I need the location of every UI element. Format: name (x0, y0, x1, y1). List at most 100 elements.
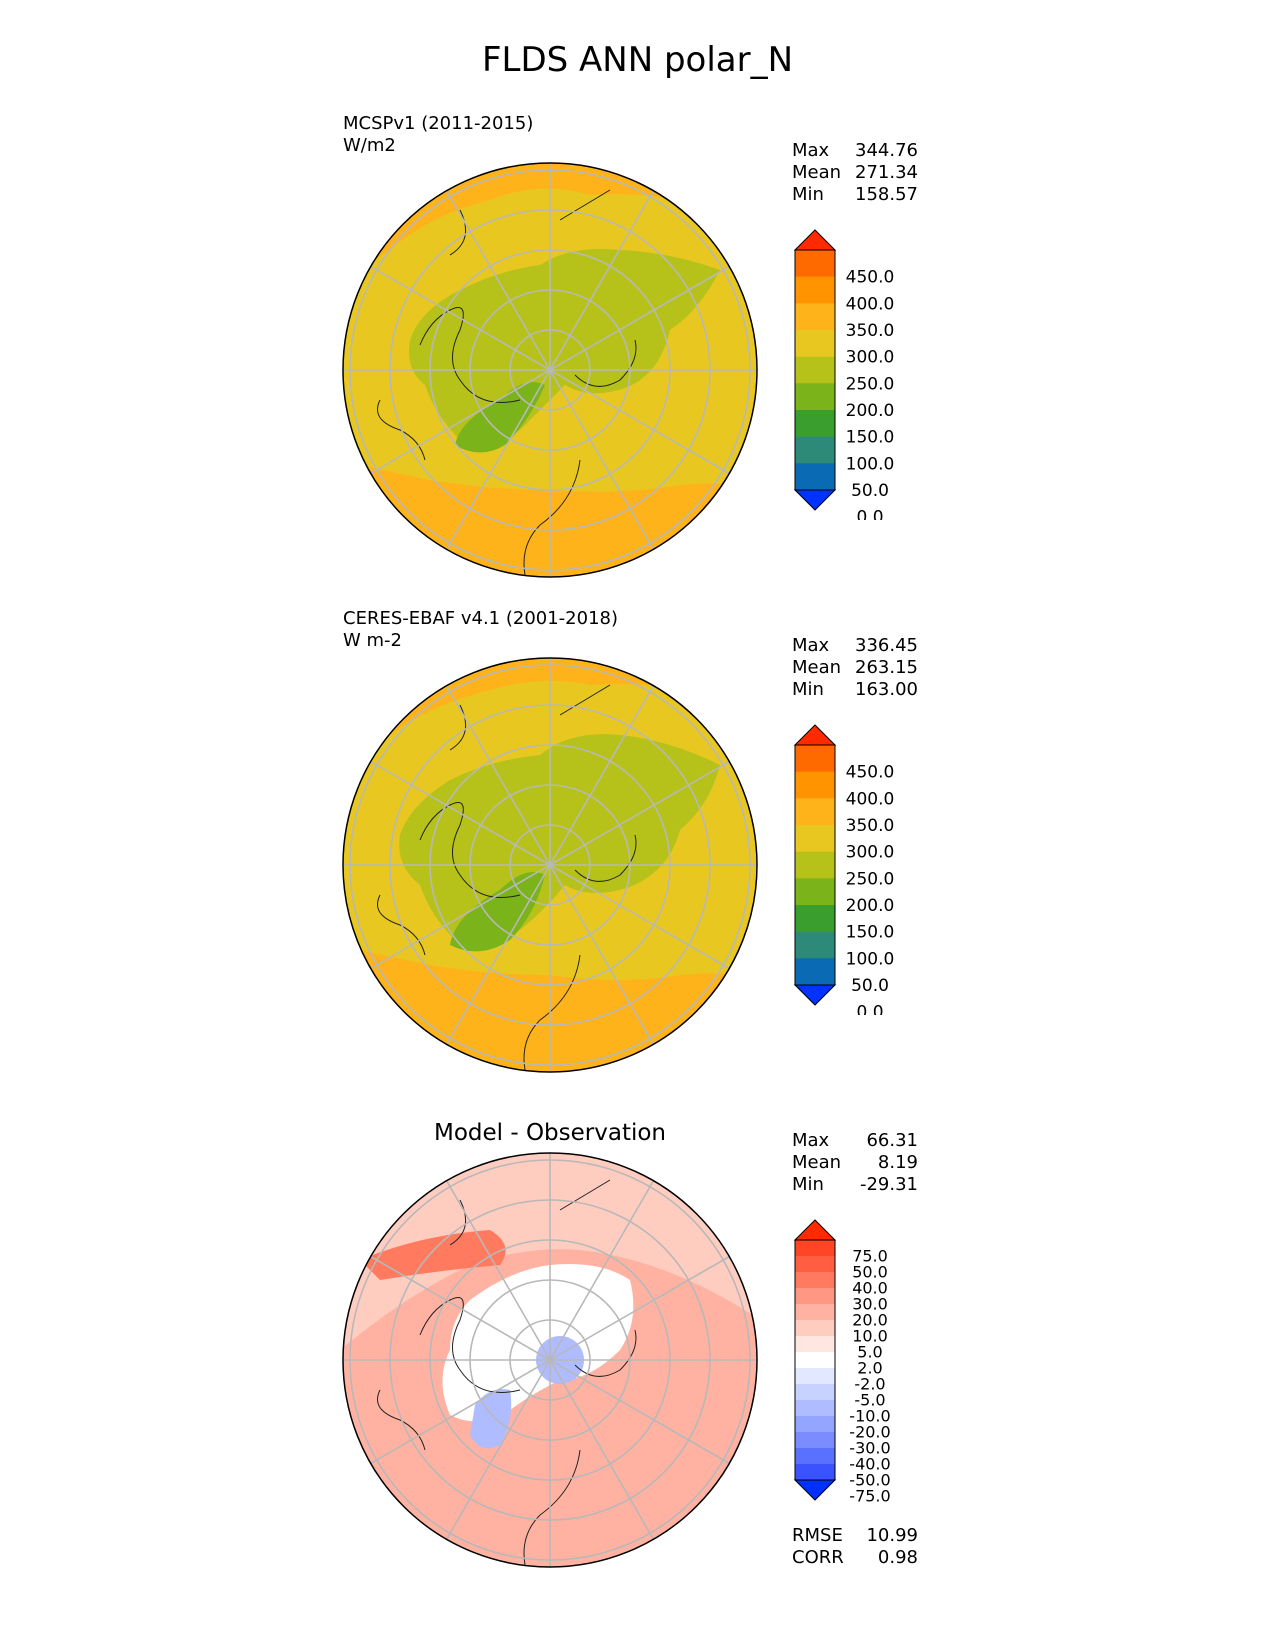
colorbar-tick-label: 10.0 (852, 1327, 888, 1346)
colorbar-segment (795, 383, 835, 411)
colorbar-segment (795, 851, 835, 879)
colorbar-tick-label: 50.0 (852, 1263, 888, 1282)
colorbar-tick-label: -30.0 (849, 1439, 890, 1458)
panel-reference-units: W m-2 (343, 630, 403, 651)
colorbar-segment (795, 1256, 835, 1273)
colorbar-segment (795, 1288, 835, 1305)
polar-map-test (342, 162, 758, 578)
stat-label: Max (792, 1130, 830, 1151)
stat-value: 158.57 (855, 184, 918, 205)
metric-value: 0.98 (877, 1547, 918, 1568)
colorbar-tick-label: 200.0 (846, 401, 895, 421)
colorbar-tick-label: 350.0 (846, 321, 895, 341)
graticule (343, 1153, 757, 1567)
panel-difference-metrics: RMSE 10.99 CORR 0.98 (792, 1525, 918, 1569)
figure-title: FLDS ANN polar_N (481, 40, 794, 80)
graticule (343, 658, 757, 1072)
stat-value: 263.15 (855, 657, 918, 678)
stat-label: Mean (792, 1152, 842, 1173)
colorbar-test: 450.0 400.0 350.0 300.0 250.0 200.0 150.0 100.0… (793, 229, 895, 520)
panel-test-name: MCSPv1 (2011-2015) (343, 113, 534, 134)
colorbar-segment (795, 905, 835, 933)
colorbar-tick-label: 300.0 (846, 348, 895, 368)
colorbar-segment (795, 1432, 835, 1449)
colorbar-extend-min (793, 1479, 837, 1501)
map-coastline (377, 189, 637, 576)
stat-value: 344.76 (855, 140, 918, 161)
colorbar-tick-label: -10.0 (849, 1407, 890, 1426)
colorbar-segment (795, 1400, 835, 1417)
colorbar-tick-label: 20.0 (852, 1311, 888, 1330)
colorbar-segment (795, 1416, 835, 1433)
colorbar-tick-label: 100.0 (846, 949, 895, 969)
colorbar-segment (795, 798, 835, 826)
colorbar-segment (795, 958, 835, 986)
colorbar-tick-label: 400.0 (846, 294, 895, 314)
map-diff-near-zero (442, 1264, 634, 1422)
stat-value: 8.19 (877, 1152, 918, 1173)
map-diff-strong-band (360, 1230, 506, 1280)
stat-label: Max (792, 635, 830, 656)
colorbar-tick-label: 250.0 (846, 374, 895, 394)
metric-label: RMSE (792, 1525, 843, 1546)
colorbar-tick-label: 150.0 (846, 428, 895, 448)
stat-value: 271.34 (855, 162, 918, 183)
colorbar-tick-label: 50.0 (851, 481, 889, 501)
stat-label: Max (792, 140, 830, 161)
colorbar-tick-label: 300.0 (846, 843, 895, 863)
colorbar-segment (795, 463, 835, 491)
colorbar-segment (795, 1352, 835, 1369)
colorbar-segment (795, 771, 835, 799)
metric-label: CORR (792, 1547, 844, 1568)
colorbar-tick-label: 75.0 (852, 1247, 888, 1266)
colorbar-segment (795, 1272, 835, 1289)
colorbar-extend-max (793, 1219, 837, 1241)
panel-test-title: MCSPv1 (2011-2015) W/m2 (343, 113, 533, 157)
colorbar-tick-label: 350.0 (846, 816, 895, 836)
colorbar-segment (795, 1240, 835, 1257)
colorbar-segment (795, 250, 835, 278)
colorbar-segment (795, 276, 835, 304)
colorbar-extend-min (793, 984, 837, 1006)
colorbar-segment (795, 1368, 835, 1385)
panel-reference-title: CERES-EBAF v4.1 (2001-2018) W m-2 (343, 608, 618, 652)
stat-value: 336.45 (855, 635, 918, 656)
colorbar-difference: 75.050.040.030.020.010.05.02.0-2.0-5.0-1… (793, 1219, 891, 1506)
polar-map-difference (342, 1152, 758, 1568)
colorbar-tick-label: 200.0 (846, 896, 895, 916)
panel-test-units: W/m2 (343, 135, 396, 156)
colorbar-tick-label: -50.0 (849, 1471, 890, 1490)
stat-label: Min (792, 679, 824, 700)
colorbar-segment (795, 1464, 835, 1481)
map-coastline (377, 1179, 637, 1566)
colorbar-segment (795, 436, 835, 464)
map-coastline (377, 684, 637, 1071)
colorbar-segment (795, 878, 835, 906)
stat-label: Min (792, 1174, 824, 1195)
colorbar-extend-max (793, 724, 837, 746)
panel-reference-stats: Max 336.45 Mean 263.15 Min 163.00 (792, 635, 918, 701)
colorbar-tick-label: 150.0 (846, 923, 895, 943)
stat-value: 66.31 (866, 1130, 918, 1151)
colorbar-tick-label: 0.0 (856, 1003, 883, 1015)
colorbar-segment (795, 931, 835, 959)
colorbar-segment (795, 356, 835, 384)
colorbar-segment (795, 303, 835, 331)
colorbar-outline (794, 744, 836, 986)
stat-label: Mean (792, 162, 842, 183)
colorbar-tick-label: 400.0 (846, 789, 895, 809)
panel-difference-title: Model - Observation (433, 1120, 667, 1146)
colorbar-tick-label: 450.0 (846, 268, 895, 288)
colorbar-segment (795, 1448, 835, 1465)
colorbar-tick-label: -75.0 (849, 1487, 890, 1506)
colorbar-tick-label: -5.0 (854, 1391, 885, 1410)
colorbar-tick-label: -40.0 (849, 1455, 890, 1474)
polar-map-reference (342, 657, 758, 1073)
colorbar-reference: 450.0 400.0 350.0 300.0 250.0 200.0 150.0 100.0… (793, 724, 895, 1015)
colorbar-tick-label: 100.0 (846, 454, 895, 474)
stat-label: Min (792, 184, 824, 205)
colorbar-segment (795, 330, 835, 358)
panel-difference-stats: Max 66.31 Mean 8.19 Min -29.31 (792, 1130, 918, 1196)
colorbar-tick-label: 50.0 (851, 976, 889, 996)
colorbar-segment (795, 1384, 835, 1401)
